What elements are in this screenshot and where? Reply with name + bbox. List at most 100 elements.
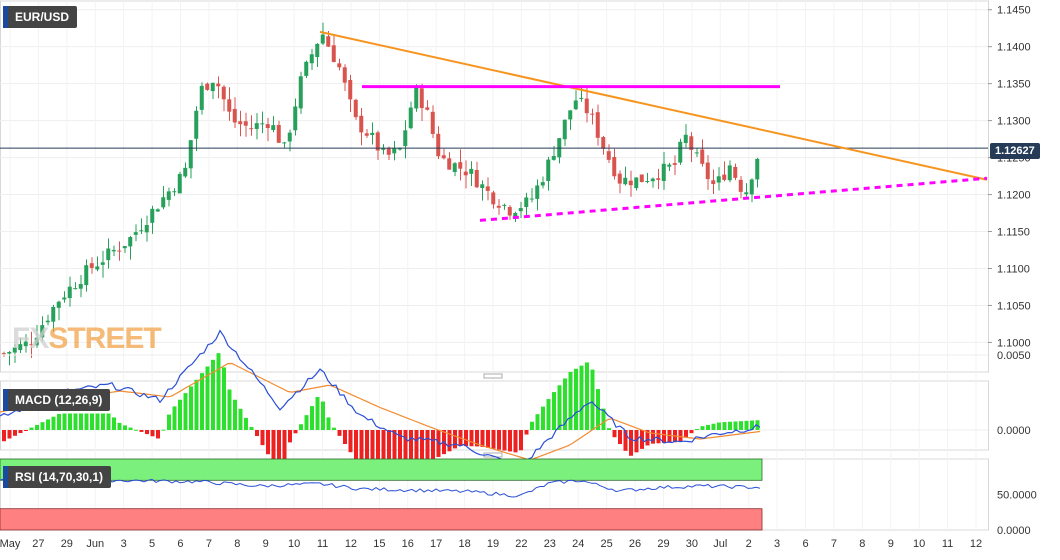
candle-body (419, 88, 424, 109)
macd-histogram-bar (530, 421, 534, 430)
candle-body (430, 111, 435, 134)
macd-histogram-bar (29, 427, 34, 430)
macd-histogram-bar (123, 425, 127, 430)
macd-histogram-bar (359, 430, 364, 467)
macd-histogram-bar (150, 430, 155, 437)
macd-histogram-bar (552, 392, 556, 430)
candle-body (139, 230, 144, 232)
x-tick-label: 9 (888, 538, 894, 550)
candle-body (518, 208, 523, 212)
candle-body (469, 168, 474, 174)
x-tick-label: 30 (686, 538, 698, 550)
candle-body (315, 43, 320, 58)
macd-histogram-bar (387, 430, 391, 475)
x-tick-label: 8 (234, 538, 240, 550)
macd-histogram-bar (277, 430, 281, 473)
macd-histogram-bar (84, 413, 89, 430)
macd-histogram-bar (233, 399, 237, 430)
candle-body (183, 167, 188, 177)
candle-body (689, 136, 694, 150)
macd-histogram-bar (612, 430, 617, 438)
candle-body (744, 192, 749, 195)
macd-histogram-bar (739, 421, 743, 430)
candle-body (414, 87, 419, 109)
candle-body (232, 108, 237, 123)
candle-body (650, 178, 655, 182)
macd-histogram-bar (656, 430, 661, 444)
symbol-label[interactable]: EUR/USD (3, 6, 78, 28)
candle-body (568, 110, 573, 120)
candle-body (716, 176, 721, 183)
candle-body (579, 97, 584, 99)
macd-histogram-bar (722, 422, 727, 430)
x-tick-label: 26 (629, 538, 641, 550)
candle-body (722, 174, 727, 180)
candle-body (364, 133, 369, 136)
candle-body (238, 121, 243, 125)
candle-body (194, 110, 199, 139)
candle-body (29, 344, 34, 346)
macd-histogram-bar (95, 413, 100, 430)
macd-histogram-bar (376, 430, 380, 471)
macd-histogram-bar (90, 413, 94, 430)
macd-histogram-bar (403, 430, 408, 476)
candle-body (276, 124, 281, 143)
candle-body (601, 137, 606, 149)
candle-body (408, 107, 413, 129)
candle-body (144, 224, 149, 233)
x-tick-label: 2 (746, 538, 752, 550)
rsi-label[interactable]: RSI (14,70,30,1) (3, 466, 112, 488)
x-tick-label: 11 (942, 538, 953, 550)
macd-histogram-bar (189, 386, 193, 430)
candle-body (441, 155, 446, 159)
candle-body (612, 157, 617, 177)
macd-histogram-bar (392, 430, 397, 477)
candle-body (320, 34, 325, 44)
x-tick-label: 17 (430, 538, 442, 550)
candle-body (282, 142, 287, 144)
y-tick-label: 1.1300 (997, 116, 1031, 128)
candle-body (337, 63, 342, 68)
x-tick-label: 11 (317, 538, 328, 550)
candle-body (45, 320, 50, 323)
macd-histogram-bar (183, 393, 188, 430)
x-tick-label: 10 (913, 538, 925, 550)
macd-label[interactable]: MACD (12,26,9) (3, 389, 111, 411)
candle-body (452, 163, 457, 173)
candle-body (51, 306, 56, 322)
candle-body (62, 297, 67, 300)
candle-body (606, 151, 611, 160)
macd-histogram-bar (596, 389, 600, 430)
candle-body (562, 119, 567, 140)
x-tick-label: 5 (149, 538, 155, 550)
x-tick-label: 24 (572, 538, 584, 550)
candle-body (573, 100, 578, 110)
candle-body (84, 265, 89, 286)
x-tick-label: 7 (831, 538, 837, 550)
candle-body (480, 184, 485, 189)
y-tick-label: 1.1450 (997, 5, 1031, 17)
macd-histogram-bar (486, 430, 490, 448)
macd-histogram-bar (310, 406, 314, 430)
candle-body (705, 162, 710, 180)
macd-histogram-bar (497, 430, 501, 450)
candle-body (370, 132, 375, 136)
macd-histogram-bar (706, 424, 710, 430)
candle-body (617, 173, 622, 184)
ascending-support (479, 176, 988, 222)
y-tick-label: 1.1400 (997, 42, 1031, 54)
macd-histogram-bar (475, 430, 479, 447)
macd-histogram-bar (601, 408, 606, 430)
candle-body (540, 182, 545, 186)
y-tick-label: 1.1100 (997, 263, 1030, 275)
x-tick-label: 6 (802, 538, 808, 550)
macd-histogram-bar (414, 430, 419, 470)
candle-body (375, 132, 380, 151)
y-tick-label: 1.1350 (997, 79, 1031, 91)
candle-body (353, 99, 358, 118)
candle-body (128, 237, 133, 247)
candle-body (727, 165, 732, 181)
candle-body (67, 286, 72, 299)
macd-histogram-bar (469, 430, 474, 447)
